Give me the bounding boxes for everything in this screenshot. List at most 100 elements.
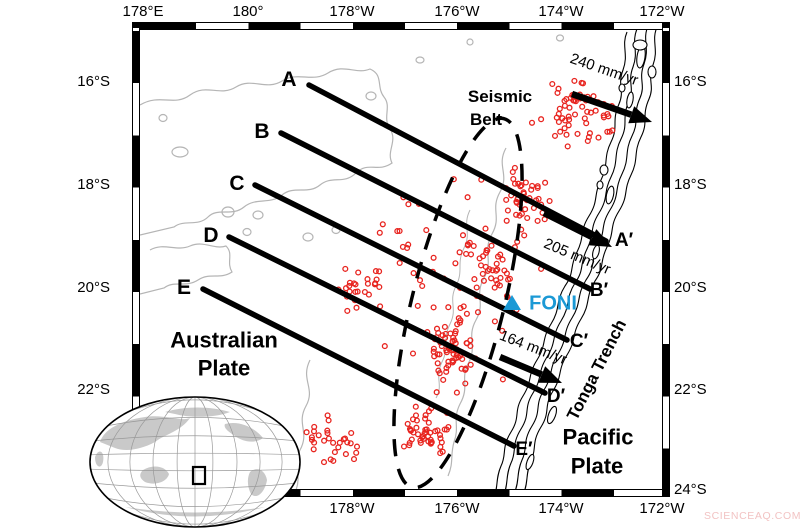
epicenter-dot xyxy=(493,260,500,267)
axis-label-top: 174°W xyxy=(538,3,584,21)
epicenter-dot xyxy=(499,376,506,383)
epicenter-dot xyxy=(423,429,430,436)
transect-line-D xyxy=(226,234,548,396)
epicenter-dot xyxy=(499,256,506,263)
epicenter-dot xyxy=(574,130,581,137)
epicenter-dot xyxy=(494,253,502,260)
epicenter-dot xyxy=(570,97,577,104)
globe-continents xyxy=(95,407,267,517)
axis-label-top: 178°W xyxy=(329,3,375,21)
epicenter-dot xyxy=(522,179,529,186)
epicenter-dot xyxy=(482,263,489,270)
epicenter-dot xyxy=(311,423,318,430)
transect-label-C: C xyxy=(229,171,245,195)
velocity-arrow-shaft-2 xyxy=(498,354,543,378)
seismic-belt-ellipse xyxy=(392,116,524,489)
epicenter-dot xyxy=(372,268,379,275)
epicenter-dot xyxy=(546,197,553,205)
epicenter-dot xyxy=(310,446,317,453)
epicenter-dot xyxy=(463,250,470,257)
axis-label-left: 20°S xyxy=(77,279,110,297)
transect-prime-label-C: C′ xyxy=(569,331,589,353)
axis-label-bottom: 172°W xyxy=(639,500,685,518)
epicenter-dot xyxy=(556,105,563,112)
epicenter-dot xyxy=(482,225,489,232)
epicenter-dot xyxy=(400,443,408,450)
epicenter-dot xyxy=(479,270,486,277)
epicenter-dot xyxy=(578,79,585,86)
epicenter-dot xyxy=(505,276,512,283)
pacific-plate-label-line1: Pacific xyxy=(562,424,634,450)
epicenter-dot xyxy=(459,232,467,239)
epicenter-dot xyxy=(453,389,460,396)
epicenter-dot xyxy=(413,424,420,431)
epicenter-dot xyxy=(494,280,501,287)
epicenter-dot xyxy=(463,310,470,317)
transect-label-B: B xyxy=(254,119,270,143)
transect-line-B xyxy=(278,130,593,292)
epicenter-dot xyxy=(528,119,536,126)
axis-label-top: 176°W xyxy=(434,3,480,21)
epicenter-dot xyxy=(376,229,383,236)
transect-label-E: E xyxy=(176,275,192,299)
epicenter-dot xyxy=(571,77,578,84)
epicenter-dot xyxy=(595,134,602,141)
epicenter-dot xyxy=(308,434,315,441)
map-frame-right xyxy=(662,22,670,497)
velocity-arrow-head-0 xyxy=(628,106,652,124)
epicenter-dot xyxy=(324,430,331,437)
epicenter-dot xyxy=(361,288,368,296)
epicenter-dot xyxy=(441,323,448,330)
pacific-plate-label-line2: Plate xyxy=(570,453,624,479)
transects-layer xyxy=(200,82,609,449)
australian-plate-label-line1: Australian xyxy=(170,327,278,353)
epicenter-dot xyxy=(443,368,450,375)
epicenter-dot xyxy=(341,435,349,442)
epicenter-dot xyxy=(457,304,464,312)
station-triangle-icon xyxy=(503,295,521,310)
epicenter-dot xyxy=(376,283,383,291)
epicenter-dot xyxy=(464,194,471,201)
epicenter-dot xyxy=(430,254,437,261)
epicenter-dot xyxy=(538,116,545,123)
epicenter-dot xyxy=(342,285,350,292)
epicenter-dot xyxy=(534,183,541,190)
epicenter-dot xyxy=(480,277,487,284)
epicenter-dot xyxy=(528,186,535,193)
epicenter-dot xyxy=(425,419,432,426)
axis-label-bottom: 176°W xyxy=(434,500,480,518)
epicenter-dot xyxy=(491,318,498,325)
epicenter-dot xyxy=(376,268,383,275)
epicenter-dot xyxy=(563,131,570,138)
epicenter-dot xyxy=(455,315,462,322)
epicenter-dot xyxy=(353,304,360,311)
epicenter-dot xyxy=(488,275,495,282)
epicenter-dot xyxy=(412,403,419,410)
epicenter-dot xyxy=(579,103,586,110)
epicenter-dot xyxy=(491,284,498,291)
epicenter-dot xyxy=(320,459,328,466)
axis-label-right: 24°S xyxy=(674,481,707,499)
transect-label-A: A xyxy=(281,67,297,91)
epicenter-dot xyxy=(442,334,449,341)
epicenter-dot xyxy=(474,309,482,316)
epicenter-dot xyxy=(408,436,415,443)
epicenter-dot xyxy=(422,415,429,422)
axis-label-top: 180° xyxy=(232,3,264,21)
australian-plate-label-line2: Plate xyxy=(197,355,251,381)
epicenter-dot xyxy=(473,284,480,291)
epicenter-dot xyxy=(437,450,444,457)
epicenter-dot xyxy=(518,182,525,189)
epicenter-dot xyxy=(342,451,349,458)
epicenter-dot xyxy=(346,279,353,286)
epicenter-dot xyxy=(420,433,427,440)
epicenter-dot xyxy=(427,440,434,447)
velocity-arrow-shaft-0 xyxy=(570,90,633,118)
epicenter-dot xyxy=(432,428,439,435)
epicenter-dot xyxy=(464,242,471,249)
axis-label-top: 172°W xyxy=(639,3,685,21)
epicenter-dot xyxy=(493,267,500,274)
epicenter-dot xyxy=(584,108,591,115)
epicenter-dot xyxy=(396,259,403,267)
